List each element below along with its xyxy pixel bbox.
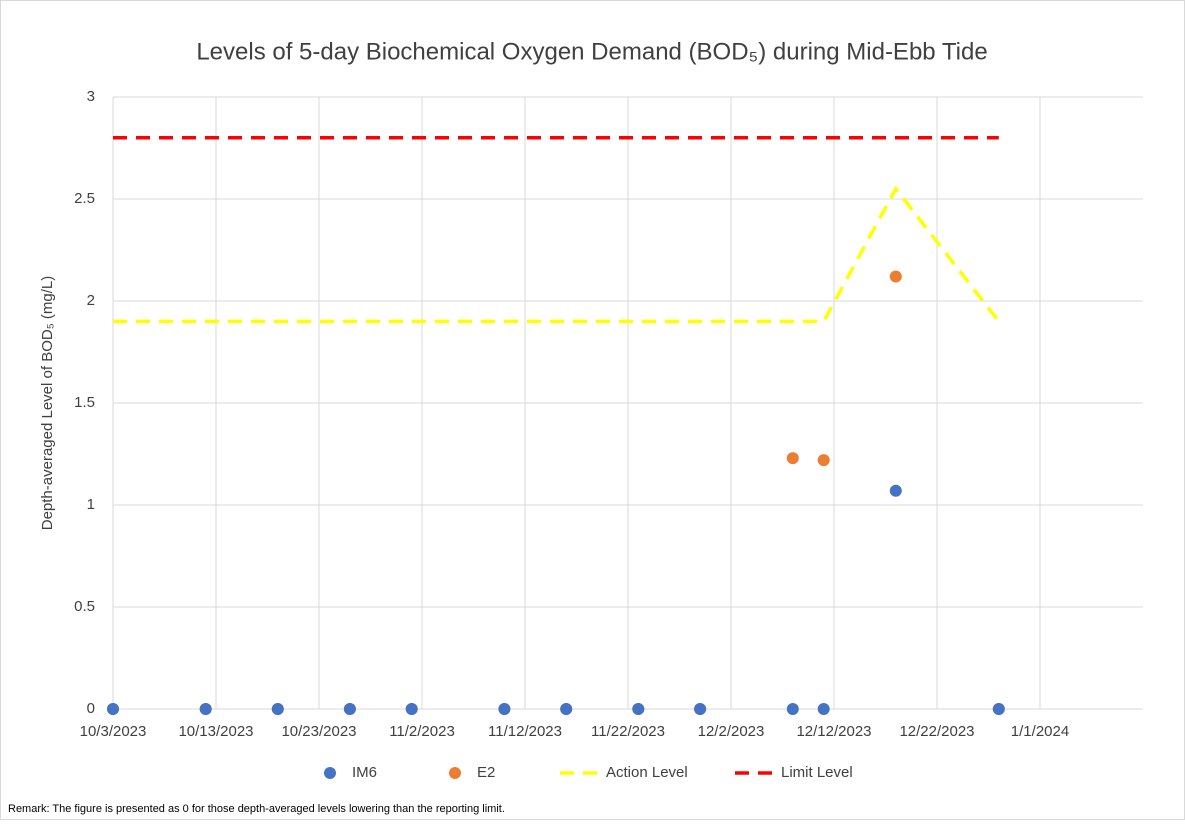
legend-label: Action Level (606, 764, 688, 781)
data-point (817, 454, 830, 467)
y-axis-label: Depth-averaged Level of BOD₅ (mg/L) (39, 276, 56, 531)
x-tick-label: 12/22/2023 (899, 723, 974, 740)
y-tick-label: 1.5 (74, 394, 95, 411)
legend-label: E2 (477, 764, 495, 781)
data-point (343, 703, 356, 715)
data-point (786, 703, 799, 715)
data-point (694, 703, 707, 715)
y-tick-label: 2 (87, 292, 95, 309)
x-tick-label: 10/13/2023 (178, 723, 253, 740)
data-point (498, 703, 511, 715)
y-tick-label: 1 (87, 496, 95, 513)
data-point (889, 270, 902, 283)
legend-marker (324, 767, 336, 779)
y-tick-label: 0 (87, 700, 95, 717)
y-tick-label: 2.5 (74, 190, 95, 207)
data-point (817, 703, 830, 715)
legend-label: IM6 (352, 764, 377, 781)
data-point (786, 452, 799, 465)
x-tick-label: 11/2/2023 (389, 723, 455, 740)
x-tick-label: 1/1/2024 (1011, 723, 1069, 740)
data-point (632, 703, 645, 715)
data-point (560, 703, 573, 715)
y-tick-label: 3 (87, 88, 95, 105)
x-tick-label: 10/23/2023 (281, 723, 356, 740)
data-point (992, 703, 1005, 715)
legend-label: Limit Level (781, 764, 853, 781)
threshold-line (113, 185, 1001, 324)
legend-marker (449, 767, 461, 779)
y-tick-label: 0.5 (74, 598, 95, 615)
x-tick-label: 12/2/2023 (698, 723, 765, 740)
remark: Remark: The figure is presented as 0 for… (8, 803, 505, 815)
x-tick-label: 11/22/2023 (591, 723, 665, 740)
data-point (889, 484, 902, 497)
data-point (405, 703, 418, 715)
chart-title: Levels of 5-day Biochemical Oxygen Deman… (196, 38, 987, 65)
data-point (271, 703, 284, 715)
x-tick-label: 10/3/2023 (80, 723, 147, 740)
data-point (199, 703, 212, 715)
x-tick-label: 12/12/2023 (796, 723, 871, 740)
x-tick-label: 11/12/2023 (488, 723, 562, 740)
data-point (107, 703, 119, 715)
